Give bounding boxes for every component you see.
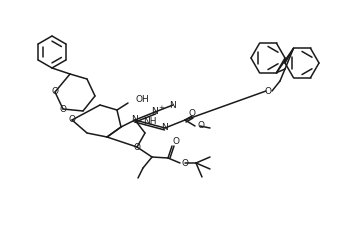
Text: +: + <box>158 105 164 111</box>
Text: NH: NH <box>143 117 157 127</box>
Text: OH: OH <box>135 94 149 104</box>
Text: O: O <box>265 86 272 96</box>
Text: O: O <box>68 115 75 124</box>
Text: O: O <box>59 105 67 113</box>
Text: O: O <box>173 138 179 146</box>
Text: O: O <box>188 110 195 118</box>
Text: N: N <box>162 123 168 133</box>
Text: N: N <box>169 101 176 110</box>
Text: O: O <box>182 159 189 168</box>
Text: N: N <box>152 108 158 116</box>
Text: O: O <box>52 87 58 97</box>
Text: O: O <box>197 121 204 131</box>
Text: N: N <box>132 115 138 124</box>
Text: O: O <box>134 143 141 152</box>
